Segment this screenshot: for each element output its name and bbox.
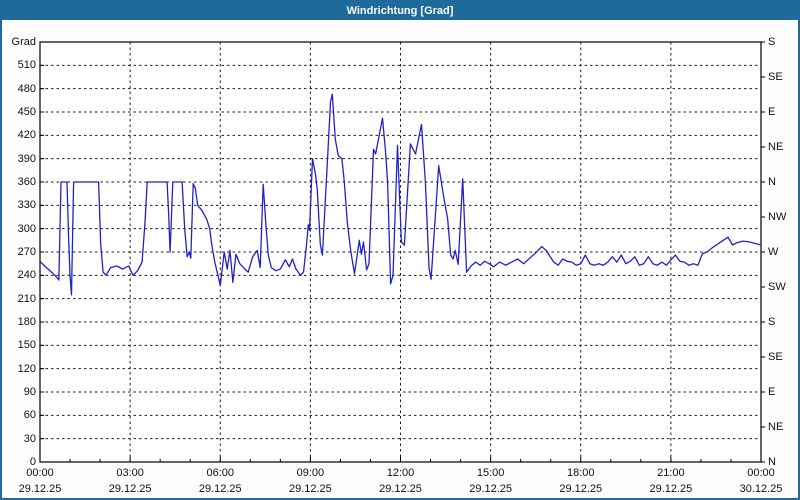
x-axis-date-label: 29.12.25 xyxy=(379,483,422,495)
compass-label-se: SE xyxy=(768,351,783,363)
y-axis-tick-label: 240 xyxy=(17,269,36,282)
y-axis-tick-label: 510 xyxy=(17,59,36,72)
y-axis-tick-label: 30 xyxy=(23,432,36,445)
x-axis-time-label: 21:00 xyxy=(657,467,685,479)
x-axis-time-label: 00:00 xyxy=(26,467,54,479)
y-axis-tick-label: 120 xyxy=(17,362,36,375)
window-title-bar: Windrichtung [Grad] xyxy=(2,2,798,20)
y-axis-tick-label: 150 xyxy=(17,339,36,352)
x-axis-date-label: 29.12.25 xyxy=(559,483,603,495)
x-axis-date-label: 29.12.25 xyxy=(108,483,152,495)
compass-label-n: N xyxy=(768,456,776,468)
x-axis-time-label: 09:00 xyxy=(296,467,325,479)
compass-label-nw: NW xyxy=(768,211,787,223)
x-axis-time-label: 06:00 xyxy=(206,467,235,479)
y-axis-tick-label: 420 xyxy=(17,129,36,142)
y-axis-tick-label: 360 xyxy=(17,176,36,188)
window-title: Windrichtung [Grad] xyxy=(346,5,454,17)
y-axis-tick-label: 480 xyxy=(17,82,36,95)
y-axis-tick-label: 90 xyxy=(23,386,36,398)
compass-label-w: W xyxy=(768,246,779,258)
compass-label-n: N xyxy=(768,176,776,188)
y-axis-tick-label: 270 xyxy=(17,246,36,258)
compass-label-ne: NE xyxy=(768,421,784,433)
y-axis-tick-label: 210 xyxy=(17,292,36,305)
plot-border xyxy=(39,41,762,463)
compass-label-e: E xyxy=(768,106,776,118)
y-axis-tick-label: 60 xyxy=(23,409,36,422)
x-axis-time-label: 18:00 xyxy=(566,467,595,479)
y-axis-tick-label: 300 xyxy=(17,222,36,235)
compass-label-s: S xyxy=(768,36,776,48)
y-axis-tick-label: 450 xyxy=(17,106,36,118)
series-line-windrichtung xyxy=(39,93,762,296)
x-axis-date-label: 30.12.25 xyxy=(739,483,783,495)
y-axis-tick-label: 180 xyxy=(17,316,36,328)
compass-label-sw: SW xyxy=(768,281,786,293)
x-axis-time-label: 00:00 xyxy=(747,467,775,479)
x-axis-date-label: 29.12.25 xyxy=(18,483,62,495)
y-axis-tick-label: 0 xyxy=(29,456,36,468)
compass-label-ne: NE xyxy=(768,141,784,153)
y-axis-tick-label: 390 xyxy=(17,152,36,165)
x-axis-date-label: 29.12.25 xyxy=(469,483,513,495)
x-axis-time-label: 12:00 xyxy=(386,467,415,479)
x-axis-date-label: 29.12.25 xyxy=(198,483,242,495)
x-axis-time-label: 03:00 xyxy=(116,467,144,479)
x-axis-time-label: 15:00 xyxy=(476,467,505,479)
compass-label-se: SE xyxy=(768,71,783,83)
x-axis-date-label: 29.12.25 xyxy=(649,483,693,495)
y-axis-tick-label: 330 xyxy=(17,199,36,212)
compass-label-s: S xyxy=(768,316,776,328)
x-axis-date-label: 29.12.25 xyxy=(288,483,332,495)
y-axis-unit-label: Grad xyxy=(11,36,36,48)
compass-label-e: E xyxy=(768,386,776,398)
